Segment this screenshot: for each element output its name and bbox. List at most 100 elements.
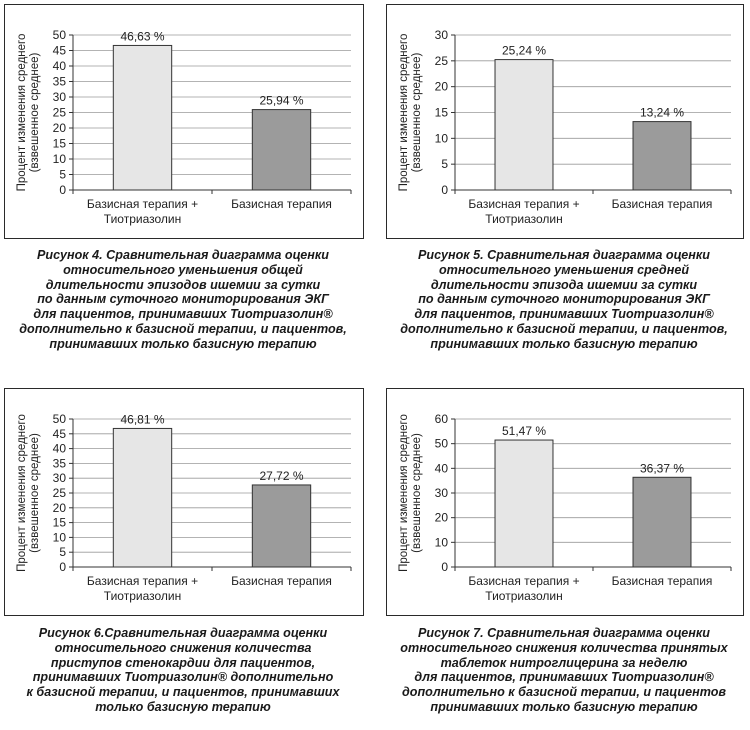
bar (494, 439, 554, 568)
bar (112, 44, 173, 191)
category-label-line: Тиотриазолин (104, 589, 181, 603)
data-label: 27,72 % (259, 469, 303, 483)
caption-text: Сравнительная диаграмма оценки (483, 626, 710, 640)
bar (632, 476, 692, 568)
category-label: Базисная терапия (231, 197, 332, 211)
y-tick-label: 0 (59, 183, 66, 197)
y-tick-label: 30 (435, 486, 449, 500)
y-tick-label: 30 (435, 28, 449, 42)
caption-line: длительности эпизодов ишемии за сутки (45, 277, 321, 292)
bar (112, 427, 173, 568)
category-label-line: Базисная терапия + (87, 574, 198, 588)
data-label: 25,24 % (502, 44, 546, 58)
category-label-line: Базисная терапия + (468, 574, 579, 588)
category-label-line: Базисная терапия (612, 197, 713, 211)
y-tick-label: 15 (53, 516, 67, 530)
data-label: 46,63 % (120, 29, 164, 43)
caption-text: Сравнительная диаграмма оценки (102, 248, 329, 262)
y-tick-label: 0 (441, 183, 448, 197)
data-label: 25,94 % (259, 94, 303, 108)
y-tick-label: 5 (59, 545, 66, 559)
category-label: Базисная терапия + Тиотриазолин (87, 197, 198, 226)
caption-line: дополнительно к базисной терапии, и паци… (400, 321, 728, 336)
data-label: 36,37 % (640, 461, 684, 475)
caption-line: относительного снижения количества приня… (400, 640, 728, 655)
caption-line: приступов стенокардии для пациентов, (50, 655, 316, 670)
y-axis-label-line: Процент изменения среднего (398, 34, 410, 192)
caption-line: принимавших Тиотриазолин® дополнительно (32, 670, 334, 685)
bar (494, 59, 554, 191)
bar (632, 121, 692, 191)
category-label: Базисная терапия + Тиотриазолин (87, 574, 198, 603)
caption-line: длительности эпизода ишемии за сутки (430, 277, 698, 292)
y-tick-label: 15 (435, 106, 449, 120)
y-tick-label: 60 (435, 412, 449, 426)
chart-frame-fig6: 0 5 10 15 20 25 30 35 40 45 50 Процент изменения ср… (4, 388, 364, 616)
caption-label: Рисунок 7. (418, 626, 484, 640)
caption-line: Рисунок 4. Сравнительная диаграмма оценк… (4, 248, 362, 263)
caption-line: Рисунок 5. Сравнительная диаграмма оценк… (386, 248, 742, 263)
chart-frame-fig7: 0 10 20 30 40 50 60 Процент изменения среднего(… (386, 388, 744, 616)
caption-text: Сравнительная диаграмма оценки (104, 626, 328, 640)
caption-line: по данным суточного мониторирования ЭКГ (37, 292, 329, 307)
y-tick-label: 20 (435, 80, 449, 94)
data-label: 51,47 % (502, 424, 546, 438)
caption-line: по данным суточного мониторирования ЭКГ (418, 292, 710, 307)
y-tick-label: 50 (53, 28, 67, 42)
y-tick-label: 20 (53, 501, 67, 515)
y-tick-label: 5 (441, 157, 448, 171)
y-tick-label: 40 (435, 461, 449, 475)
caption-line: для пациентов, принимавших Тиотриазолин® (414, 307, 714, 322)
caption-line: для пациентов, принимавших Тиотриазолин® (414, 670, 714, 685)
caption-line: дополнительно к базисной терапии, и паци… (19, 321, 347, 336)
caption-line: относительного уменьшения средней (438, 262, 690, 277)
y-tick-label: 35 (53, 456, 67, 470)
caption-line: дополнительно к базисной терапии, и паци… (401, 685, 727, 700)
caption-line: к базисной терапии, и пациентов, принима… (26, 685, 340, 700)
y-tick-label: 30 (53, 90, 67, 104)
y-tick-label: 35 (53, 75, 67, 89)
y-tick-label: 40 (53, 59, 67, 73)
y-tick-label: 20 (435, 511, 449, 525)
category-label: Базисная терапия + Тиотриазолин (468, 574, 579, 603)
category-label-line: Базисная терапия (231, 197, 332, 211)
y-tick-label: 50 (435, 437, 449, 451)
caption-line: только базисную терапию (95, 699, 271, 714)
caption-label: Рисунок 6. (38, 626, 105, 640)
y-tick-label: 45 (53, 427, 67, 441)
y-axis-label-line: (взвешенное среднее) (29, 433, 41, 553)
caption-fig7: Рисунок 7. Сравнительная диаграмма оценк… (386, 626, 742, 715)
chart-fig7: 0 10 20 30 40 50 60 Процент изменения среднего(… (398, 412, 732, 603)
y-axis-label-line: (взвешенное среднее) (411, 433, 423, 553)
y-tick-label: 30 (53, 471, 67, 485)
category-label-line: Базисная терапия (231, 574, 332, 588)
y-axis-label: Процент изменения среднего(взвешенное ср… (398, 414, 423, 572)
category-label-line: Базисная терапия (612, 574, 713, 588)
caption-label: Рисунок 5. (418, 248, 484, 262)
caption-line: относительного снижения количества (54, 640, 312, 655)
y-axis-label-line: Процент изменения среднего (16, 34, 28, 192)
caption-line: относительного уменьшения общей (63, 262, 303, 277)
category-label-line: Тиотриазолин (485, 212, 562, 226)
chart-frame-fig4: 0 5 10 15 20 25 30 35 40 45 50 Процент изменения ср… (4, 4, 364, 239)
caption-line: Рисунок 6.Сравнительная диаграмма оценки (4, 626, 362, 641)
caption-fig6: Рисунок 6.Сравнительная диаграмма оценки… (4, 626, 362, 715)
caption-line: Рисунок 7. Сравнительная диаграмма оценк… (386, 626, 742, 641)
category-label-line: Тиотриазолин (485, 589, 562, 603)
bar (251, 109, 312, 191)
y-axis-label-line: (взвешенное среднее) (411, 52, 423, 172)
caption-line: таблеток нитроглицерина за неделю (440, 655, 688, 670)
y-tick-label: 40 (53, 442, 67, 456)
y-tick-label: 25 (53, 486, 67, 500)
caption-line: принимавших только базисную терапию (430, 699, 698, 714)
y-tick-label: 5 (59, 168, 66, 182)
category-label-line: Базисная терапия + (468, 197, 579, 211)
y-axis-label: Процент изменения среднего(взвешенное ср… (16, 34, 41, 192)
y-tick-label: 10 (435, 535, 449, 549)
category-label: Базисная терапия (612, 197, 713, 211)
chart-frame-fig5: 0 5 10 15 20 25 30 Процент изменения среднего(в… (386, 4, 744, 239)
y-axis-label: Процент изменения среднего(взвешенное ср… (398, 34, 423, 192)
category-label-line: Тиотриазолин (104, 212, 181, 226)
